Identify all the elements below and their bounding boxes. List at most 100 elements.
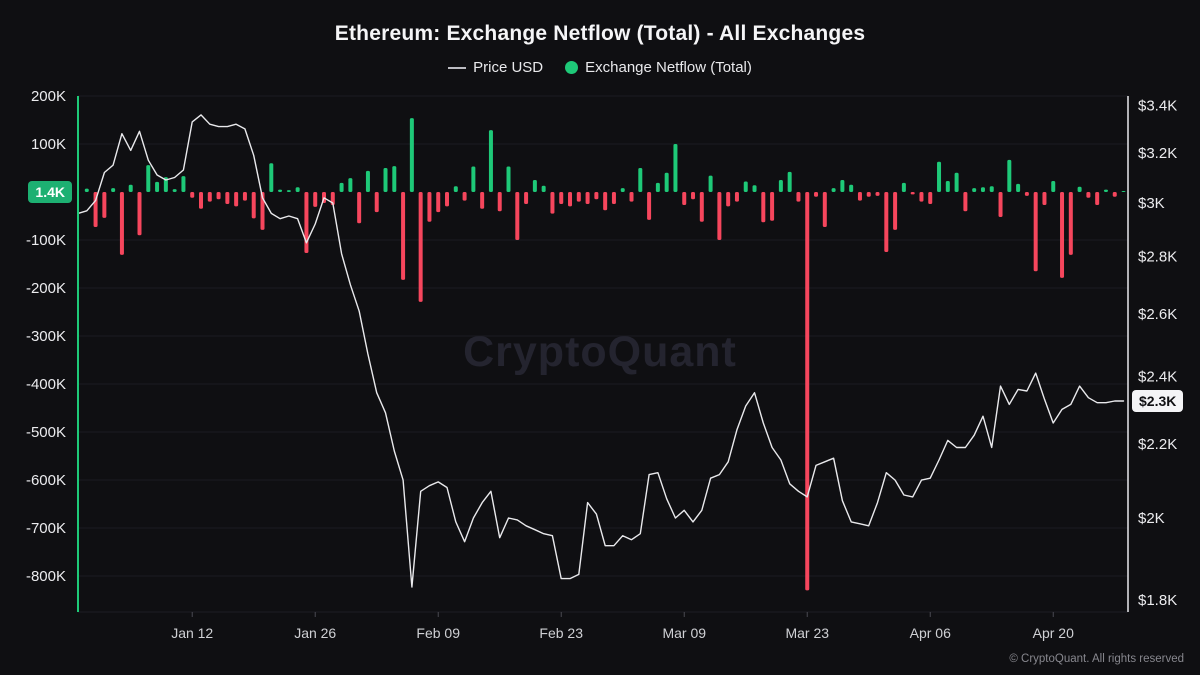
- right-axis-tick-label: $1.8K: [1138, 592, 1177, 609]
- netflow-bar: [146, 165, 151, 192]
- netflow-bar: [620, 188, 625, 192]
- netflow-bar: [515, 192, 520, 240]
- netflow-bar: [603, 192, 608, 211]
- right-axis-tick-label: $2.4K: [1138, 368, 1177, 385]
- netflow-bar: [972, 188, 977, 192]
- netflow-bar: [251, 192, 256, 219]
- netflow-bar: [901, 182, 906, 192]
- netflow-bar: [225, 192, 230, 204]
- legend-item-netflow[interactable]: Exchange Netflow (Total): [565, 59, 752, 76]
- netflow-bar: [673, 144, 678, 192]
- right-axis-tick-label: $3.2K: [1138, 145, 1177, 162]
- netflow-bar: [374, 192, 379, 213]
- x-axis-tick-label: Apr 06: [910, 625, 951, 641]
- x-axis-tick-label: Apr 20: [1033, 625, 1074, 641]
- netflow-bar: [866, 192, 871, 197]
- netflow-bar: [752, 185, 757, 192]
- left-axis-tick-label: -600K: [26, 472, 66, 489]
- netflow-bar: [1024, 192, 1029, 196]
- netflow-bar: [945, 180, 950, 192]
- netflow-bar: [805, 192, 810, 591]
- netflow-bar: [488, 130, 493, 192]
- x-axis-tick-label: Jan 12: [171, 625, 213, 641]
- netflow-bar: [260, 192, 265, 230]
- left-axis-tick-label: 100K: [31, 136, 66, 153]
- netflow-bar: [840, 180, 845, 192]
- netflow-bar: [611, 192, 616, 204]
- netflow-bar: [1060, 192, 1065, 278]
- netflow-bar: [1103, 189, 1108, 192]
- netflow-bar: [559, 192, 564, 204]
- netflow-bar: [664, 172, 669, 192]
- netflow-bar: [1007, 159, 1012, 192]
- right-axis-tick-label: $2.2K: [1138, 436, 1177, 453]
- legend-price-label: Price USD: [473, 59, 544, 76]
- netflow-bar: [717, 192, 722, 240]
- netflow-bar: [190, 192, 195, 198]
- netflow-bar: [365, 170, 370, 192]
- netflow-bar: [1042, 192, 1047, 205]
- right-axis-tick-label: $3K: [1138, 195, 1165, 212]
- left-axis-tick-label: -100K: [26, 232, 66, 249]
- netflow-bar: [357, 192, 362, 224]
- netflow-bar: [462, 192, 467, 201]
- netflow-current-value-badge: 1.4K: [28, 181, 72, 203]
- netflow-bar: [857, 192, 862, 201]
- netflow-bar: [884, 192, 889, 252]
- price-line: [77, 114, 1125, 588]
- netflow-bar: [453, 186, 458, 192]
- netflow-bar: [1121, 191, 1126, 192]
- netflow-bar: [585, 192, 590, 204]
- netflow-bar: [708, 175, 713, 192]
- left-axis-tick-label: -300K: [26, 328, 66, 345]
- netflow-bar: [216, 192, 221, 200]
- netflow-bar: [313, 192, 318, 207]
- legend-netflow-label: Exchange Netflow (Total): [585, 59, 752, 76]
- netflow-bar: [119, 192, 124, 255]
- right-axis-tick-label: $2.6K: [1138, 306, 1177, 323]
- price-current-value-badge: $2.3K: [1132, 390, 1184, 412]
- netflow-bar: [418, 192, 423, 302]
- netflow-bar: [963, 192, 968, 212]
- netflow-bar: [1051, 180, 1056, 192]
- netflow-bar: [295, 187, 300, 192]
- netflow-bar: [436, 192, 441, 213]
- left-axis-tick-label: -800K: [26, 568, 66, 585]
- copyright-text: © CryptoQuant. All rights reserved: [1009, 653, 1184, 665]
- netflow-bar: [691, 192, 696, 200]
- netflow-bar: [286, 190, 291, 192]
- netflow-bar: [910, 192, 915, 195]
- left-axis-tick-label: -200K: [26, 280, 66, 297]
- netflow-bar: [743, 181, 748, 192]
- netflow-bar: [172, 189, 177, 192]
- legend-item-price[interactable]: Price USD: [448, 59, 543, 76]
- right-axis-tick-label: $2.8K: [1138, 249, 1177, 266]
- netflow-bar: [1016, 183, 1021, 192]
- netflow-bar: [629, 192, 634, 202]
- netflow-bar: [778, 180, 783, 192]
- netflow-bar: [269, 163, 274, 192]
- netflow-bar: [849, 184, 854, 192]
- netflow-bar: [471, 166, 476, 192]
- right-axis-tick-label: $3.4K: [1138, 98, 1177, 115]
- netflow-bar: [84, 188, 89, 192]
- netflow-bar: [532, 180, 537, 192]
- netflow-bar: [392, 166, 397, 192]
- x-axis-tick-label: Mar 23: [785, 625, 829, 641]
- left-axis-tick-label: -500K: [26, 424, 66, 441]
- netflow-bar: [699, 192, 704, 222]
- netflow-bar: [234, 192, 239, 207]
- netflow-bar: [199, 192, 204, 209]
- netflow-bar: [409, 118, 414, 192]
- x-axis-tick-label: Feb 09: [416, 625, 460, 641]
- netflow-bar: [647, 192, 652, 220]
- netflow-bar: [980, 187, 985, 192]
- netflow-bar: [594, 192, 599, 200]
- chart-legend: Price USD Exchange Netflow (Total): [0, 59, 1200, 76]
- left-axis-tick-label: -400K: [26, 376, 66, 393]
- netflow-bar: [1112, 192, 1117, 197]
- netflow-bar: [1033, 192, 1038, 272]
- netflow-bar: [919, 192, 924, 202]
- netflow-bar: [102, 192, 107, 218]
